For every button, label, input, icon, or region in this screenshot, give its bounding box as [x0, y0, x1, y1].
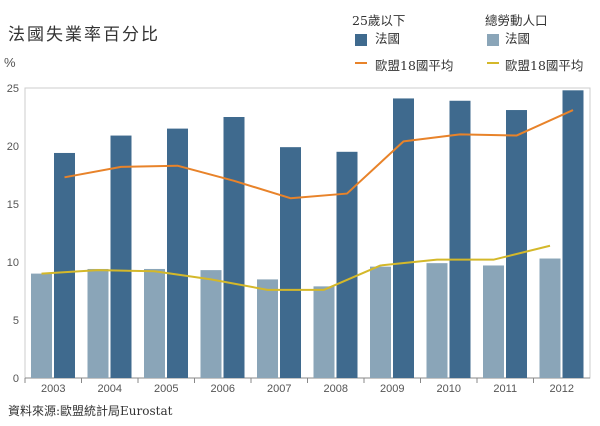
- bar-youth-france: [110, 135, 132, 378]
- legend-group-total: 總勞動人口: [485, 13, 548, 28]
- y-tick-label: 0: [13, 373, 19, 385]
- bar-youth-france: [449, 100, 471, 378]
- bar-youth-france: [54, 152, 75, 378]
- bar-total-france: [483, 265, 504, 378]
- bar-youth-france: [393, 98, 414, 378]
- legend-label-youth-eu: 歐盟18國平均: [375, 58, 454, 73]
- legend-line-youth-eu: [355, 62, 367, 64]
- bar-total-france: [31, 273, 52, 378]
- x-tick-label: 2011: [493, 383, 517, 395]
- bar-youth-france: [336, 151, 358, 378]
- x-tick-label: 2010: [437, 383, 461, 395]
- x-tick-label: 2012: [550, 383, 574, 395]
- line-youth-eu: [64, 109, 574, 200]
- legend-group-youth: 25歲以下: [352, 13, 406, 28]
- x-tick-label: 2007: [267, 383, 291, 395]
- y-tick-label: 10: [7, 257, 19, 269]
- bar-youth-france: [506, 110, 527, 378]
- source-note: 資料來源:歐盟統計局Eurostat: [8, 404, 173, 418]
- y-tick-label: 20: [7, 141, 19, 153]
- bar-total-france: [370, 266, 391, 378]
- legend-line-total-eu: [487, 62, 499, 64]
- bar-total-france: [144, 268, 165, 378]
- x-tick-label: 2009: [380, 383, 404, 395]
- chart-title: 法國失業率百分比: [8, 25, 160, 45]
- x-tick-label: 2003: [41, 383, 65, 395]
- y-tick-label: 25: [7, 83, 19, 95]
- x-tick-label: 2006: [211, 383, 235, 395]
- bar-youth-france: [562, 90, 584, 378]
- x-tick-label: 2005: [154, 383, 178, 395]
- bar-total-france: [313, 286, 335, 378]
- legend-label-total-france: 法國: [505, 31, 531, 46]
- y-axis-unit: %: [4, 55, 16, 70]
- bar-total-france: [87, 268, 109, 378]
- x-tick-label: 2008: [324, 383, 348, 395]
- legend-label-youth-france: 法國: [375, 31, 401, 46]
- x-tick-label: 2004: [98, 383, 122, 395]
- bar-total-france: [426, 263, 448, 378]
- bar-youth-france: [167, 128, 188, 378]
- legend-swatch-total-france: [487, 34, 499, 46]
- bar-total-france: [200, 270, 222, 378]
- y-tick-label: 15: [7, 199, 19, 211]
- plot-frame: [24, 87, 591, 379]
- bar-total-france: [539, 258, 561, 378]
- line-total-eu: [41, 244, 551, 291]
- bar-youth-france: [223, 117, 245, 378]
- legend-swatch-youth-france: [355, 34, 367, 46]
- bar-youth-france: [280, 147, 301, 378]
- bar-total-france: [257, 279, 278, 378]
- legend-label-total-eu: 歐盟18國平均: [505, 58, 584, 73]
- y-tick-label: 5: [13, 315, 19, 327]
